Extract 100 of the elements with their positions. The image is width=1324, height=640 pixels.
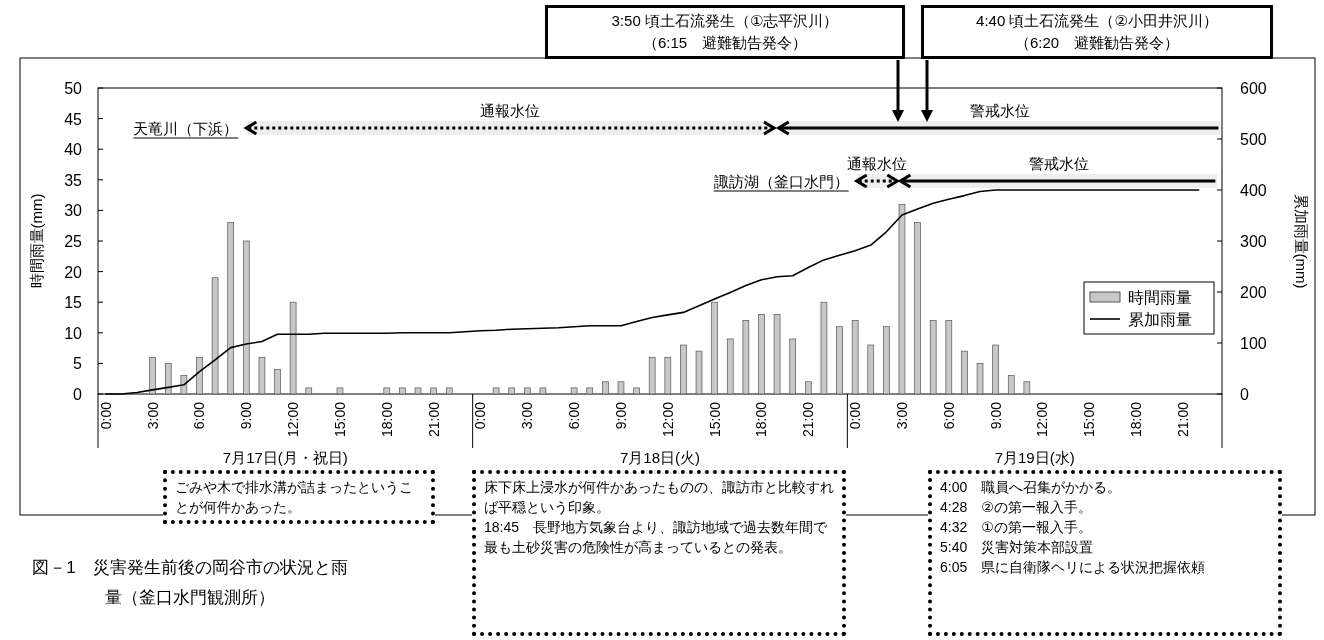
bar: [711, 301, 718, 395]
bar: [508, 387, 516, 395]
bar: [289, 301, 297, 395]
x-tick-label: 21:00: [425, 401, 442, 438]
bar: [851, 320, 859, 395]
bar: [242, 240, 250, 395]
y-tick-label: 25: [64, 233, 83, 250]
y-tick-label: 35: [64, 171, 83, 189]
x-tick-label: 12:00: [285, 401, 302, 438]
text: 7月19日(水): [994, 449, 1075, 466]
bar: [695, 350, 703, 395]
x-tick-label: 6:00: [566, 401, 583, 430]
bar: [1007, 375, 1015, 395]
bar: [883, 326, 890, 395]
y2-tick-label: 500: [1240, 131, 1267, 148]
x-tick-label: 6:00: [940, 401, 957, 430]
text: （6:15 避難勧告発令）: [641, 33, 809, 53]
bar: [383, 387, 391, 395]
bar: [680, 344, 687, 395]
text: 床下床上浸水が何件かあったものの、諏訪市と比較すれば平穏という印象。 18:45 長野地方気象台より、諏訪地域で過去数年間で最も土砂災害の危険性が高まっているとの発表。: [472, 470, 846, 636]
bar: [898, 203, 906, 395]
bar: [617, 381, 625, 395]
bar: [149, 356, 156, 395]
bar: [804, 381, 812, 395]
x-tick-label: 21:00: [1174, 401, 1191, 438]
bar: [336, 387, 344, 395]
y-tick-label: 50: [64, 80, 83, 97]
y-tick-label: 10: [64, 324, 83, 342]
y2-tick-label: 300: [1240, 233, 1267, 250]
legend-label: 時間雨量: [1128, 289, 1192, 306]
x-tick-label: 0:00: [97, 401, 114, 430]
bar: [305, 387, 313, 395]
x-tick-label: 9:00: [238, 401, 255, 430]
bar: [742, 320, 750, 395]
x-tick-label: 9:00: [987, 401, 1004, 430]
y-tick-label: 45: [64, 110, 83, 128]
x-tick-label: 12:00: [659, 401, 676, 438]
y2-tick-label: 600: [1240, 80, 1267, 97]
bar: [602, 381, 609, 395]
bar: [523, 387, 531, 395]
x-tick-label: 15:00: [706, 401, 723, 438]
y2-tick-label: 0: [1240, 386, 1249, 403]
y2-tick-label: 100: [1240, 335, 1267, 352]
bar: [586, 387, 594, 395]
text: 4:40 頃土石流発生（②小田井沢川）: [975, 11, 1219, 31]
bar: [164, 363, 172, 395]
y-tick-label: 40: [64, 141, 83, 159]
bar: [945, 320, 953, 395]
bar: [570, 387, 578, 395]
bar: [929, 320, 937, 395]
x-tick-label: 18:00: [378, 401, 395, 438]
x-tick-label: 3:00: [519, 401, 536, 430]
bar: [633, 387, 640, 395]
x-tick-label: 3:00: [893, 401, 910, 430]
y-axis-title: 時間雨量(mm): [28, 193, 45, 289]
x-tick-label: 0:00: [847, 401, 864, 430]
bar: [211, 277, 219, 395]
bar: [196, 356, 203, 395]
bar: [664, 356, 672, 395]
x-tick-label: 9:00: [612, 401, 629, 430]
y-tick-label: 30: [64, 202, 83, 220]
x-tick-label: 18:00: [1128, 401, 1145, 438]
bar: [773, 314, 781, 395]
x-tick-label: 21:00: [800, 401, 817, 438]
bar: [399, 387, 406, 395]
x-tick-label: 15:00: [331, 401, 348, 438]
y2-tick-label: 200: [1240, 284, 1267, 301]
text: 7月18日(火): [619, 449, 701, 466]
bar: [820, 301, 828, 395]
text: 3:50 頃土石流発生（①志平沢川）: [610, 11, 840, 31]
bar: [492, 387, 500, 395]
bar: [976, 363, 984, 395]
bar: [1023, 381, 1031, 395]
y2-tick-label: 400: [1240, 182, 1267, 199]
bar: [274, 369, 281, 395]
x-tick-label: 3:00: [144, 401, 161, 430]
text: 4:00 職員へ召集がかかる。 4:28 ②の第一報入手。 4:32 ①の第一報入手。 5:40 災害対策本部設置 6:05 県に自衛隊ヘリによる状況把握依頼: [928, 470, 1282, 636]
y-tick-label: 20: [64, 263, 83, 281]
text: ごみや木で排水溝が詰まったということが何件かあった。: [163, 470, 435, 524]
text: （6:20 避難勧告発令）: [1013, 33, 1181, 53]
band-label: 警戒水位: [969, 102, 1030, 119]
annotation: 天竜川（下浜）: [133, 120, 239, 137]
x-tick-label: 12:00: [1034, 401, 1051, 438]
legend-label: 累加雨量: [1128, 311, 1192, 328]
bar: [414, 387, 422, 395]
x-tick-label: 6:00: [191, 401, 208, 430]
bar: [445, 387, 453, 395]
bar: [539, 387, 547, 395]
x-tick-label: 15:00: [1081, 401, 1098, 438]
y-tick-label: 15: [64, 294, 83, 312]
band-label: 通報水位: [480, 102, 541, 119]
bar: [867, 344, 875, 395]
bar: [430, 387, 437, 395]
bar: [758, 314, 765, 395]
y-tick-label: 5: [73, 355, 83, 373]
bar: [914, 222, 921, 395]
bar: [836, 326, 843, 395]
bar: [961, 350, 968, 395]
bar: [992, 344, 999, 395]
text: 図－1 災害発生前後の岡谷市の状況と雨量（釜口水門観測所）: [24, 553, 356, 613]
